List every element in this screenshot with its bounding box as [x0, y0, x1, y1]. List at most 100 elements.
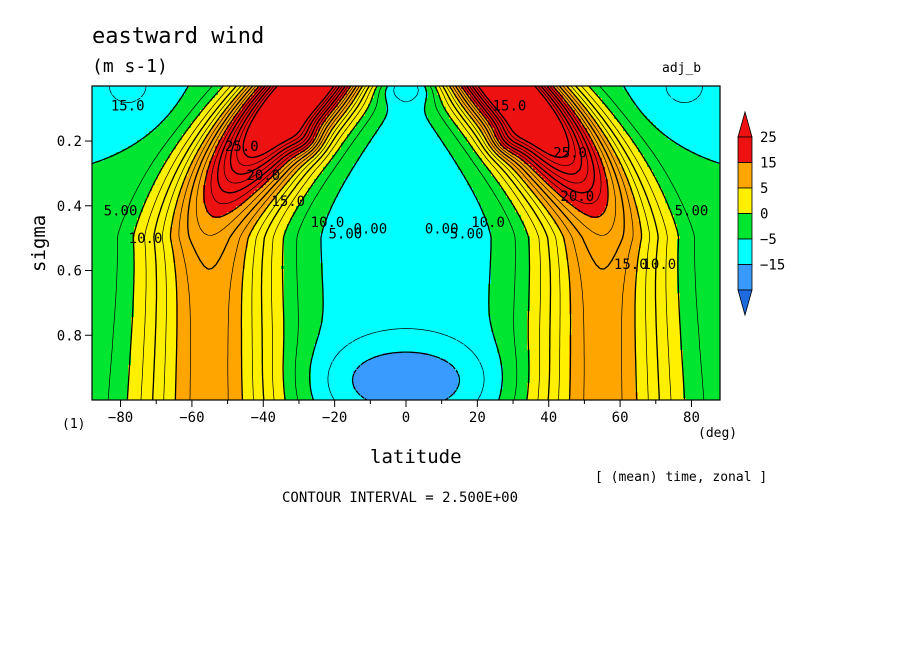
- wind-cell: [638, 116, 642, 120]
- wind-cell: [335, 101, 339, 105]
- wind-cell: [431, 128, 435, 132]
- wind-cell: [263, 125, 267, 129]
- wind-cell: [194, 107, 198, 111]
- wind-cell: [677, 125, 681, 129]
- wind-cell: [668, 149, 672, 153]
- wind-cell: [338, 95, 342, 99]
- wind-cell: [503, 101, 507, 105]
- wind-cell: [713, 149, 717, 153]
- wind-cell: [641, 104, 645, 108]
- wind-cell: [566, 128, 570, 132]
- wind-cell: [614, 98, 618, 102]
- wind-cell: [479, 86, 483, 90]
- wind-cell: [599, 110, 603, 114]
- wind-cell: [209, 131, 213, 135]
- wind-cell: [356, 137, 360, 141]
- wind-cell: [512, 155, 516, 159]
- wind-cell: [305, 110, 309, 114]
- wind-cell: [107, 140, 111, 144]
- wind-cell: [212, 107, 216, 111]
- wind-cell: [398, 131, 402, 135]
- wind-cell: [704, 128, 708, 132]
- wind-cell: [521, 113, 525, 117]
- wind-cell: [497, 92, 501, 96]
- wind-cell: [389, 128, 393, 132]
- wind-cell: [107, 89, 111, 93]
- wind-cell: [638, 152, 642, 156]
- wind-cell: [125, 119, 129, 123]
- wind-cell: [224, 146, 228, 150]
- wind-cell: [512, 122, 516, 126]
- wind-cell: [419, 146, 423, 150]
- wind-cell: [257, 86, 261, 90]
- wind-cell: [491, 104, 495, 108]
- wind-cell: [329, 113, 333, 117]
- wind-cell: [464, 143, 468, 147]
- wind-cell: [194, 140, 198, 144]
- wind-cell: [128, 128, 132, 132]
- wind-cell: [629, 92, 633, 96]
- wind-cell: [431, 110, 435, 114]
- wind-cell: [395, 107, 399, 111]
- wind-cell: [431, 134, 435, 138]
- wind-cell: [314, 128, 318, 132]
- wind-cell: [179, 98, 183, 102]
- wind-cell: [533, 101, 537, 105]
- wind-cell: [635, 116, 639, 120]
- wind-cell: [110, 143, 114, 147]
- wind-cell: [683, 98, 687, 102]
- wind-cell: [302, 92, 306, 96]
- wind-cell: [437, 101, 441, 105]
- wind-cell: [209, 95, 213, 99]
- wind-cell: [644, 152, 648, 156]
- wind-cell: [410, 110, 414, 114]
- wind-cell: [461, 119, 465, 123]
- wind-cell: [431, 95, 435, 99]
- wind-cell: [581, 131, 585, 135]
- wind-cell: [119, 113, 123, 117]
- wind-cell: [605, 143, 609, 147]
- wind-cell: [710, 107, 714, 111]
- wind-cell: [527, 125, 531, 129]
- wind-cell: [131, 89, 135, 93]
- wind-cell: [281, 128, 285, 132]
- wind-cell: [413, 128, 417, 132]
- wind-cell: [239, 86, 243, 90]
- wind-cell: [413, 134, 417, 138]
- wind-cell: [152, 122, 156, 126]
- wind-cell: [203, 104, 207, 108]
- wind-cell: [704, 113, 708, 117]
- wind-cell: [341, 143, 345, 147]
- wind-cell: [314, 92, 318, 96]
- wind-cell: [527, 131, 531, 135]
- wind-cell: [203, 98, 207, 102]
- wind-cell: [365, 146, 369, 150]
- wind-cell: [470, 152, 474, 156]
- wind-cell: [515, 152, 519, 156]
- wind-cell: [332, 110, 336, 114]
- wind-cell: [164, 119, 168, 123]
- wind-cell: [665, 119, 669, 123]
- wind-cell: [629, 134, 633, 138]
- wind-cell: [521, 149, 525, 153]
- wind-cell: [368, 92, 372, 96]
- wind-cell: [533, 116, 537, 120]
- wind-cell: [713, 128, 717, 132]
- wind-cell: [353, 152, 357, 156]
- wind-cell: [341, 110, 345, 114]
- wind-cell: [446, 104, 450, 108]
- wind-cell: [170, 155, 174, 159]
- wind-cell: [458, 155, 462, 159]
- wind-cell: [671, 125, 675, 129]
- wind-cell: [395, 89, 399, 93]
- wind-cell: [353, 146, 357, 150]
- wind-cell: [473, 131, 477, 135]
- wind-cell: [158, 152, 162, 156]
- wind-cell: [155, 116, 159, 120]
- wind-cell: [182, 128, 186, 132]
- wind-cell: [524, 140, 528, 144]
- wind-cell: [104, 125, 108, 129]
- wind-cell: [191, 152, 195, 156]
- wind-cell: [515, 149, 519, 153]
- wind-cell: [422, 95, 426, 99]
